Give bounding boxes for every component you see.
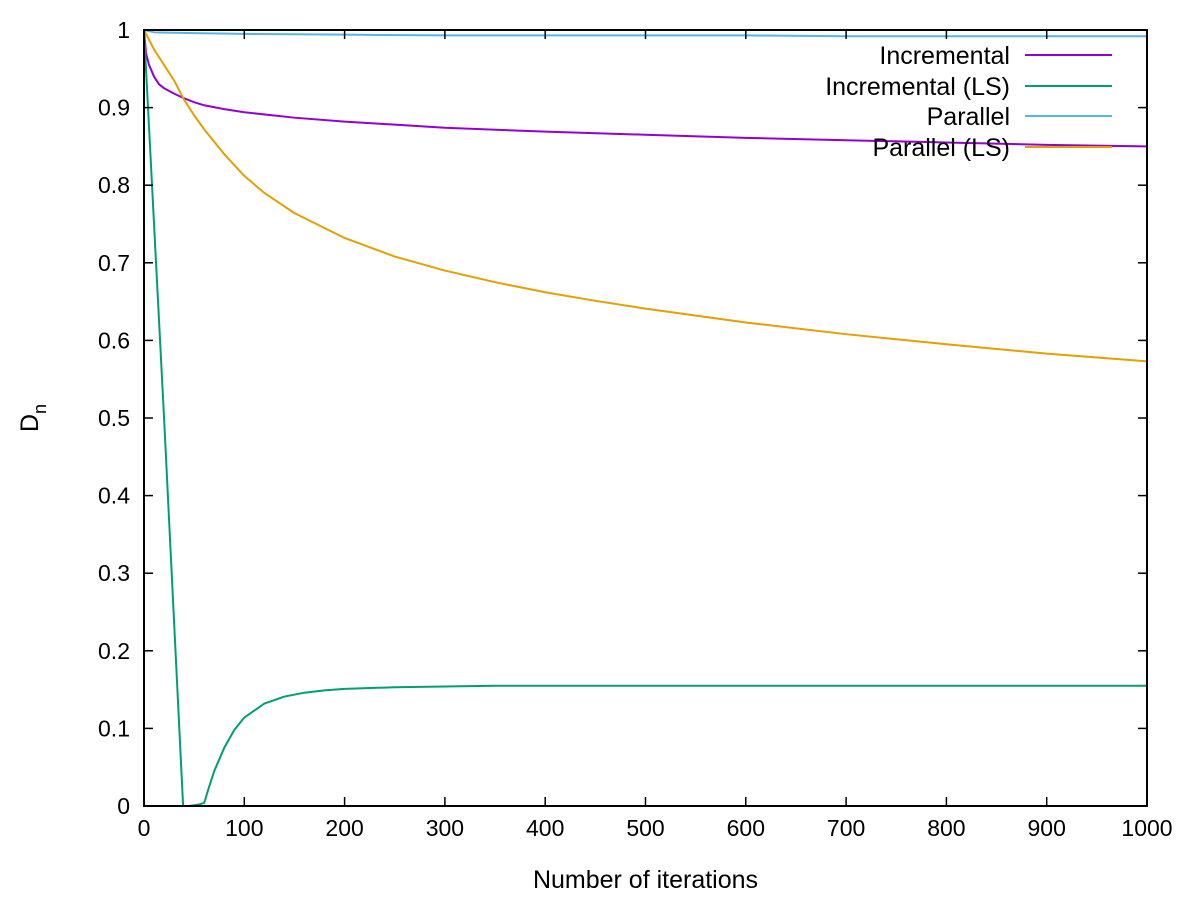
x-tick-label: 100 (225, 815, 263, 841)
ticks-layer: 0 100 200 300 400 500 600 700 800 900 1000 0 0.1 0.2 0… (98, 17, 1173, 841)
x-tick-label: 300 (426, 815, 464, 841)
plot-frame (143, 29, 1148, 807)
x-tick-label: 200 (325, 815, 363, 841)
legend-label-parallel: Parallel (927, 103, 1010, 131)
x-tick-label: 1000 (1121, 815, 1172, 841)
y-tick-label: 0.2 (98, 638, 130, 664)
series-line-incremental-ls (143, 29, 1148, 807)
x-tick-label: 400 (526, 815, 564, 841)
y-tick-label: 0.7 (98, 250, 130, 276)
y-tick-label: 0.3 (98, 560, 130, 586)
legend: Incremental Incremental (LS)Parallel Paral… (825, 42, 1112, 162)
series-line-parallel-ls (143, 29, 1148, 363)
x-tick-label: 0 (138, 815, 151, 841)
y-tick-label: 1 (117, 17, 130, 43)
y-tick-label: 0.1 (98, 715, 130, 741)
y-axis-title: Dn (16, 404, 50, 432)
x-tick-label: 800 (927, 815, 965, 841)
legend-label-parallel-ls: Parallel (LS) (872, 134, 1010, 162)
legend-label-incremental-ls: Incremental (LS) (825, 73, 1010, 101)
y-tick-label: 0.9 (98, 95, 130, 121)
y-tick-label: 0.5 (98, 405, 130, 431)
legend-label-incremental: Incremental (879, 42, 1010, 70)
y-tick-label: 0 (117, 793, 130, 819)
x-tick-label: 600 (727, 815, 765, 841)
y-tick-label: 0.6 (98, 327, 130, 353)
x-axis-title: Number of iterations (533, 866, 758, 894)
series-line-incremental (143, 29, 1148, 148)
y-axis-title-main: D (16, 414, 44, 432)
x-tick-label: 500 (626, 815, 664, 841)
y-tick-label: 0.8 (98, 172, 130, 198)
y-tick-label: 0.4 (98, 483, 130, 509)
y-axis-title-subscript: n (30, 404, 50, 414)
x-tick-label: 900 (1028, 815, 1066, 841)
x-tick-label: 700 (827, 815, 865, 841)
